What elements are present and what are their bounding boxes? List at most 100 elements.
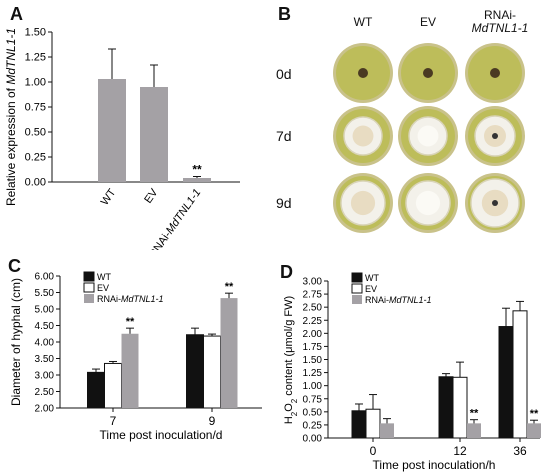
chart-d-bar [527,423,541,438]
chart-c-legend-italic: MdTNL1-1 [121,294,164,304]
chart-d-legend-swatch [351,283,363,294]
colony-spot [492,200,498,206]
chart-a-x-tick-text: WT [99,187,119,208]
chart-c-legend-text: RNAi- [97,294,121,304]
chart-a-bar [183,178,211,182]
chart-a-y-tick-label: 0.75 [25,102,46,114]
chart-c-bar [220,298,238,408]
chart-d-legend-swatch [352,295,362,304]
chart-c-legend-swatch [83,271,95,282]
chart-c-y-tick-label: 4.50 [35,321,55,332]
chart-a-significance: ** [192,163,202,177]
chart-d-y-tick-label: 0.75 [303,394,323,405]
panel-label-b: B [278,4,291,24]
column-label-rnai-prefix: RNAi- [484,8,516,22]
chart-a-y-label-italic: MdTNL1-1 [4,28,18,85]
chart-d-bar [512,310,528,439]
chart-a-y-tick-label: 0.25 [25,152,46,164]
chart-c-bar [186,334,204,409]
chart-d-y-tick-label: 2.00 [303,329,323,340]
chart-c-legend-label: EV [97,283,109,293]
chart-c-legend-label: WT [97,272,111,282]
chart-d-y-tick-label: 0.00 [303,434,323,445]
chart-c-y-tick-label: 3.00 [35,371,55,382]
chart-c-significance: ** [126,316,135,328]
chart-c-y-tick-label: 6.00 [35,272,55,283]
chart-d-y-tick-label: 1.75 [303,342,323,353]
chart-a-y-tick-label: 1.25 [25,52,46,64]
chart-a-x-tick-label: WT [99,187,119,208]
chart-d-bar [438,376,454,439]
inoculum-plug [423,68,433,78]
chart-d-legend-label: RNAi-MdTNL1-1 [365,295,432,305]
chart-d-y-tick-label: 1.25 [303,368,323,379]
chart-d-y-tick-label: 1.00 [303,381,323,392]
chart-d-bar [380,423,394,438]
chart-d-bar [498,326,514,439]
chart-c-bar [203,335,221,409]
chart-d-legend-label: EV [365,284,377,294]
chart-a-y-tick-label: 1.50 [25,27,46,39]
chart-d-bar [351,410,367,439]
chart-d-legend-text: RNAi- [365,295,389,305]
inoculum-plug [490,68,500,78]
chart-d-y-tick-label: 2.75 [303,290,323,301]
chart-c-legend-swatch [83,282,95,293]
chart-d-legend-label: WT [365,273,379,283]
colony-spot [492,133,498,139]
chart-d-y-label-sub: 2 [290,398,299,403]
chart-d-x-tick-label: 0 [370,444,377,458]
column-label-rnai: RNAi- MdTNL1-1 [460,9,540,35]
chart-d: 0.00 0.25 0.50 0.75 1.00 1.25 1.50 1.75 2.00 2.25… [283,272,541,472]
chart-d-x-label: Time post inoculation/h [373,458,496,472]
chart-d-y-tick-label: 0.50 [303,407,323,418]
row-label-0d: 0d [276,66,292,82]
chart-d-x-tick-label: 36 [513,444,527,458]
chart-d-bar [365,408,381,439]
column-label-wt: WT [353,15,373,29]
panel-label-a: A [10,4,23,24]
chart-c-y-tick-label: 2.00 [35,404,55,415]
colony-center [415,190,441,216]
chart-d-y-label-text: O [283,403,295,412]
chart-d-x-tick-label: 12 [453,444,467,458]
chart-c: 2.00 2.50 3.00 3.50 4.00 4.50 5.00 5.50 6.00 ** 7 *… [9,271,262,442]
column-label-rnai-gene: MdTNL1-1 [471,21,529,35]
chart-c-legend-label: RNAi-MdTNL1-1 [97,294,164,304]
chart-c-significance: ** [225,281,234,293]
chart-d-y-tick-label: 3.00 [303,277,323,288]
chart-d-y-tick-label: 1.50 [303,355,323,366]
chart-a-y-label: Relative expression of MdTNL1-1 [4,28,18,206]
chart-d-significance: ** [530,408,539,420]
chart-d-y-tick-label: 2.50 [303,303,323,314]
chart-a-bar [140,87,168,182]
chart-c-y-tick-label: 5.50 [35,288,55,299]
panel-b-photos: WT EV RNAi- MdTNL1-1 0d 7d 9d [270,0,550,250]
chart-d-y-label-text: H [283,416,295,424]
chart-a-x-tick-text: EV [142,186,161,205]
row-label-9d: 9d [276,195,292,211]
chart-d-bar [452,376,468,439]
chart-d-y-label-text: content (μmol/g FW) [283,296,295,399]
chart-c-bar [87,371,105,409]
row-label-7d: 7d [276,128,292,144]
chart-a-bar [98,79,126,182]
chart-a-x-tick-italic: MdTNL1-1 [164,187,204,236]
inoculum-plug [358,68,368,78]
chart-a-y-tick-label: 1.00 [25,77,46,89]
chart-c-bar [121,333,139,408]
colony-center [352,125,374,147]
chart-d-y-label: H2O2 content (μmol/g FW) [283,296,299,424]
chart-c-legend-swatch [84,294,94,303]
chart-a-y-tick-label: 0.50 [25,127,46,139]
colony-center [417,125,439,147]
chart-d-y-tick-label: 0.25 [303,420,323,431]
chart-d-y-label-sub: 2 [290,411,299,416]
chart-d-bar [467,423,481,438]
chart-a-x-tick-label: EV [142,186,161,205]
chart-c-y-label: Diameter of hyphal (cm) [9,278,23,406]
chart-d-legend-swatch [351,272,363,283]
chart-a-y-label-text: Relative expression of [4,85,18,206]
chart-c-x-tick-label: 7 [110,414,117,428]
chart-d-significance: ** [470,408,479,420]
